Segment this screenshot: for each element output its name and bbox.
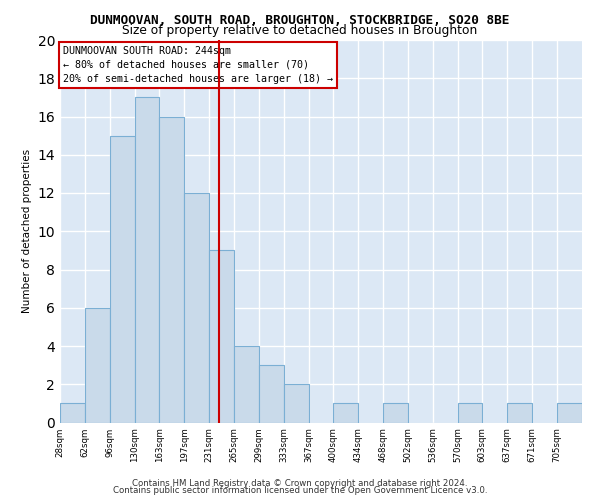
Bar xyxy=(85,308,110,422)
Bar xyxy=(458,404,482,422)
Bar xyxy=(557,404,582,422)
Bar xyxy=(184,193,209,422)
Bar xyxy=(234,346,259,422)
Bar xyxy=(284,384,309,422)
Bar xyxy=(209,250,234,422)
Text: DUNMOOVAN SOUTH ROAD: 244sqm
← 80% of detached houses are smaller (70)
20% of se: DUNMOOVAN SOUTH ROAD: 244sqm ← 80% of de… xyxy=(62,46,332,84)
Bar xyxy=(159,116,184,422)
Bar xyxy=(383,404,408,422)
Text: DUNMOOVAN, SOUTH ROAD, BROUGHTON, STOCKBRIDGE, SO20 8BE: DUNMOOVAN, SOUTH ROAD, BROUGHTON, STOCKB… xyxy=(91,14,509,27)
Text: Contains public sector information licensed under the Open Government Licence v3: Contains public sector information licen… xyxy=(113,486,487,495)
Y-axis label: Number of detached properties: Number of detached properties xyxy=(22,149,32,314)
Bar xyxy=(333,404,358,422)
Text: Contains HM Land Registry data © Crown copyright and database right 2024.: Contains HM Land Registry data © Crown c… xyxy=(132,478,468,488)
Bar xyxy=(135,98,159,422)
Bar xyxy=(110,136,135,422)
Bar xyxy=(259,365,284,422)
Bar xyxy=(507,404,532,422)
Text: Size of property relative to detached houses in Broughton: Size of property relative to detached ho… xyxy=(122,24,478,37)
Bar xyxy=(60,404,85,422)
